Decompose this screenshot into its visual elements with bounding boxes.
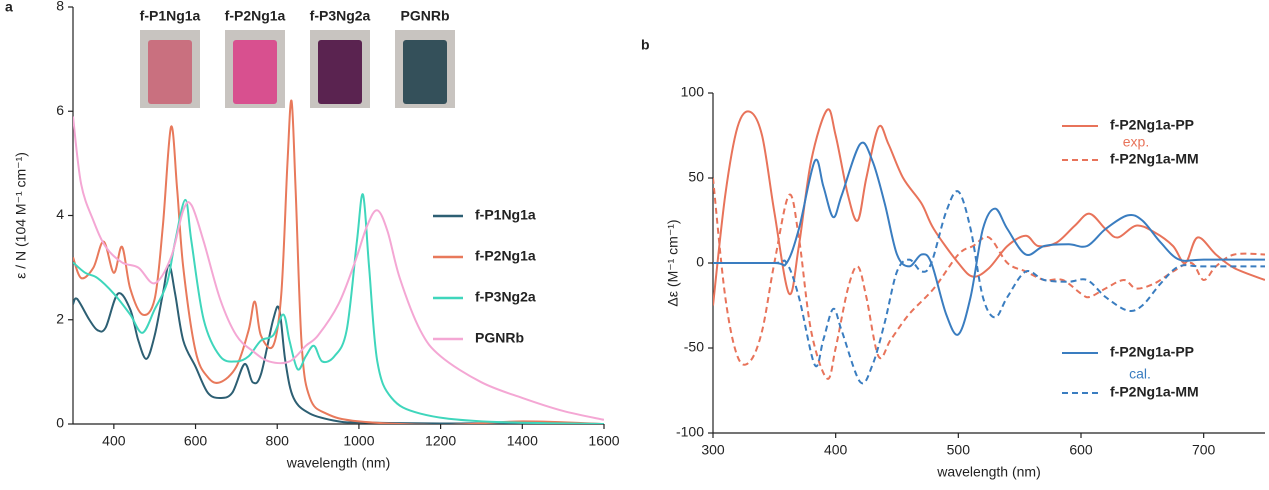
x-axis-label: wavelength (nm) (936, 464, 1041, 480)
series-line (73, 193, 604, 424)
vial-liquid (318, 40, 362, 104)
series-line (73, 264, 604, 424)
legend-label: f-P2Ng1a-PP (1110, 344, 1194, 360)
series-line (713, 108, 1265, 306)
x-tick-label: 600 (184, 433, 208, 449)
panel-label: b (641, 37, 650, 53)
y-tick-label: 100 (681, 84, 705, 100)
y-tick-label: 8 (56, 0, 64, 14)
legend-label: f-P1Ng1a (475, 207, 536, 223)
y-tick-label: 0 (696, 254, 704, 270)
y-tick-label: -50 (684, 339, 704, 355)
y-tick-label: 6 (56, 102, 64, 118)
series-line (73, 99, 604, 424)
annotation: cal. (1129, 366, 1151, 382)
legend-label: f-P2Ng1a-MM (1110, 384, 1199, 400)
vial-label: f-P1Ng1a (140, 8, 201, 24)
x-tick-label: 1200 (425, 433, 456, 449)
x-tick-label: 800 (266, 433, 290, 449)
x-tick-label: 300 (701, 442, 725, 458)
series-line (713, 141, 1265, 336)
x-tick-label: 500 (947, 442, 971, 458)
series-line (73, 116, 604, 421)
y-tick-label: 50 (688, 169, 704, 185)
x-tick-label: 700 (1192, 442, 1216, 458)
annotation: exp. (1123, 134, 1149, 150)
y-axis-label: ε / N (104 M⁻¹ cm⁻¹) (13, 152, 29, 279)
vial-liquid (233, 40, 277, 104)
vial-label: PGNRb (401, 8, 450, 24)
x-tick-label: 1000 (343, 433, 374, 449)
x-tick-label: 400 (824, 442, 848, 458)
vial-liquid (148, 40, 192, 104)
vial-label: f-P2Ng1a (225, 8, 286, 24)
y-tick-label: 4 (56, 206, 64, 222)
panel-label: a (5, 0, 13, 15)
x-tick-label: 600 (1069, 442, 1093, 458)
vial-label: f-P3Ng2a (310, 8, 371, 24)
y-axis-label: Δε (M⁻¹ cm⁻¹) (665, 219, 681, 306)
legend-label: f-P3Ng2a (475, 289, 536, 305)
legend-label: f-P2Ng1a-MM (1110, 151, 1199, 167)
legend-label: PGNRb (475, 330, 524, 346)
x-axis-label: wavelength (nm) (286, 455, 391, 471)
y-tick-label: 0 (56, 415, 64, 431)
legend-label: f-P2Ng1a-PP (1110, 117, 1194, 133)
x-tick-label: 1400 (507, 433, 538, 449)
vial-liquid (403, 40, 447, 104)
x-tick-label: 1600 (588, 433, 619, 449)
x-tick-label: 400 (102, 433, 126, 449)
legend-label: f-P2Ng1a (475, 248, 536, 264)
y-tick-label: -100 (676, 424, 704, 440)
y-tick-label: 2 (56, 310, 64, 326)
series-line (713, 177, 1265, 380)
series-line (713, 190, 1265, 385)
